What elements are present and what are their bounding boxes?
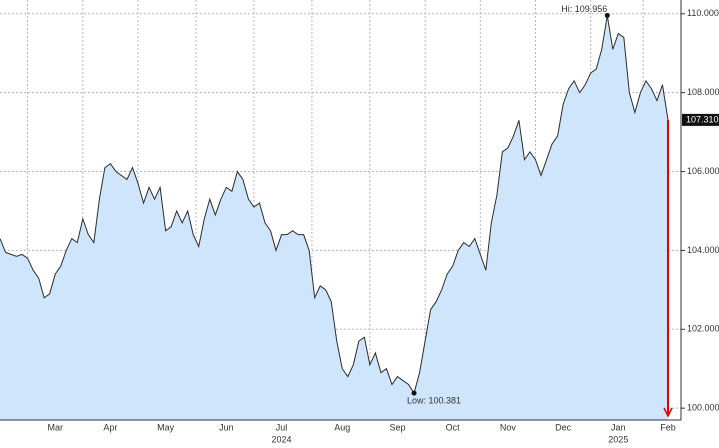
- x-tick-label: Dec: [555, 422, 572, 432]
- x-tick-label: Mar: [47, 422, 63, 432]
- red-arrow-head: [663, 407, 673, 418]
- x-tick-label: Jul: [276, 422, 288, 432]
- x-tick-label: Nov: [500, 422, 517, 432]
- y-tick-label: 104.000: [687, 245, 719, 255]
- y-tick-label: 100.000: [687, 403, 719, 413]
- line: [0, 15, 669, 395]
- y-tick-label: 108.000: [687, 87, 719, 97]
- low-label: Low: 100.381: [407, 396, 461, 406]
- x-tick-label: Feb: [660, 422, 676, 432]
- high-marker: [604, 13, 610, 19]
- last-value-box: [682, 113, 719, 126]
- x-tick-label: Jun: [219, 422, 234, 432]
- x-tick-label: Jan: [611, 422, 626, 432]
- x-tick-label: Apr: [103, 422, 117, 432]
- y-tick-label: 106.000: [687, 166, 719, 176]
- x-tick-label: May: [157, 422, 175, 432]
- x-tick-label: Sep: [389, 422, 405, 432]
- y-tick-label: 102.000: [687, 324, 719, 334]
- high-label: Hi: 109.956: [561, 4, 607, 14]
- last-value-label: 107.310: [686, 114, 719, 124]
- low-marker: [411, 390, 417, 396]
- x-tick-label: Oct: [446, 422, 461, 432]
- x-tick-label: Aug: [334, 422, 350, 432]
- area: [0, 15, 668, 420]
- year-label: 2024: [272, 434, 292, 444]
- y-tick-label: 110.000: [687, 8, 719, 18]
- year-label: 2025: [608, 434, 628, 444]
